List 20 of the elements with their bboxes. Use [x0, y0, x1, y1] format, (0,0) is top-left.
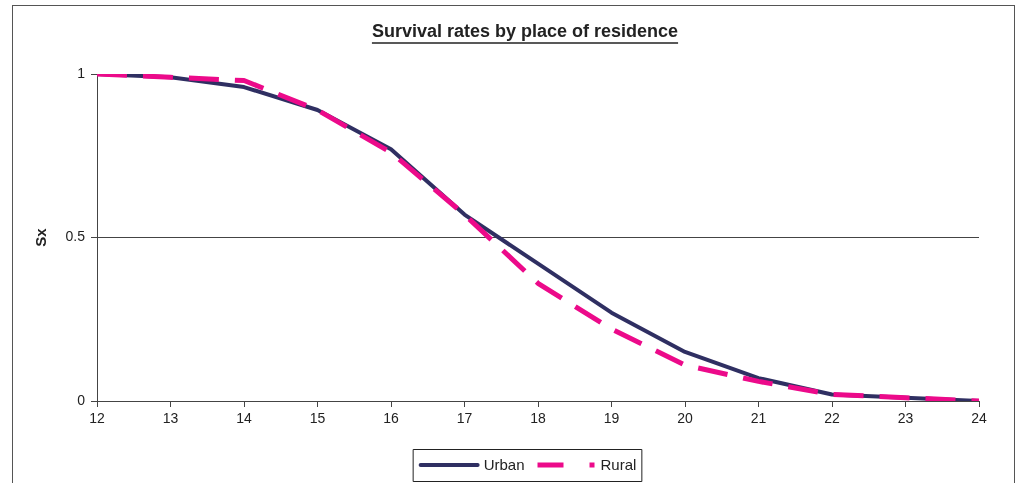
- x-tick-label: 20: [677, 410, 693, 427]
- x-tick-label: 17: [456, 410, 473, 427]
- x-tick-label: 18: [530, 410, 546, 427]
- x-tick-label: 15: [309, 410, 326, 427]
- x-tick-label: 23: [897, 410, 914, 427]
- x-tick-label: 13: [162, 410, 179, 427]
- x-tick-label: 22: [824, 410, 840, 427]
- x-tick-label: 21: [750, 410, 767, 427]
- x-tick-label: 14: [236, 410, 252, 427]
- x-tick-label: 19: [603, 410, 620, 427]
- y-tick-label: 0.5: [65, 228, 86, 245]
- y-tick-label: 1: [77, 64, 86, 81]
- x-tick-label: 24: [971, 410, 987, 427]
- legend-label: Urban: [483, 456, 525, 474]
- x-tick-label: 12: [89, 410, 105, 427]
- y-axis-title: Sx: [32, 227, 50, 247]
- chart-title: Survival rates by place of residence: [371, 20, 679, 41]
- x-tick-label: 16: [383, 410, 399, 427]
- y-tick-label: 0: [77, 391, 86, 408]
- legend-label: Rural: [600, 456, 637, 474]
